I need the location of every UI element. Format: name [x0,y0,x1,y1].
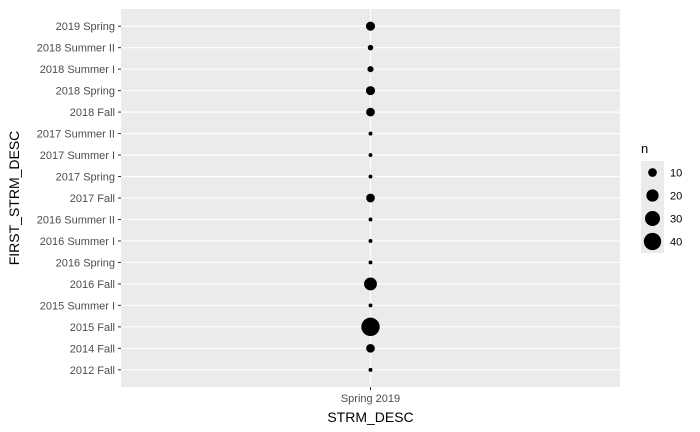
y-tick-label: 2019 Spring [56,21,115,33]
legend-key-circle [648,168,657,177]
data-point [367,66,374,73]
y-tick-label: 2017 Fall [70,193,115,205]
y-tick-label: 2015 Summer I [40,300,115,312]
data-points [361,21,380,372]
y-tick-label: 2017 Summer I [40,150,115,162]
x-tick-label: Spring 2019 [341,393,400,405]
data-point [368,303,373,308]
y-tick-label: 2018 Summer II [37,43,115,55]
legend-label: 10 [670,168,682,180]
legend-label: 30 [670,214,682,226]
y-tick-label: 2015 Fall [70,322,115,334]
legend-label: 40 [670,237,682,249]
x-axis-title: STRM_DESC [327,409,413,425]
y-tick-label: 2017 Summer II [37,129,115,141]
data-point [367,44,374,51]
y-tick-label: 2014 Fall [70,343,115,355]
legend-key-circle [643,232,662,251]
data-point [368,260,373,265]
legend-title: n [641,141,648,156]
y-tick-label: 2017 Spring [56,172,115,184]
y-tick-label: 2016 Summer I [40,236,115,248]
y-tick-label: 2016 Fall [70,279,115,291]
y-tick-label: 2012 Fall [70,365,115,377]
legend-label: 20 [670,191,682,203]
data-point [368,174,373,179]
data-point [366,193,375,203]
y-axis: 2012 Fall 2014 Fall 2015 Fall 2015 Summer I… [37,21,121,377]
y-tick-label: 2016 Spring [56,257,115,269]
size-legend: n 10 20 30 40 [641,141,682,253]
data-point [366,107,375,117]
data-point [368,239,373,243]
y-axis-title: FIRST_STRM_DESC [6,131,22,266]
y-tick-label: 2018 Summer I [40,64,115,76]
y-tick-label: 2018 Fall [70,107,115,119]
data-point [361,317,380,337]
legend-items: 10 20 30 40 [643,168,682,251]
data-point [368,131,373,136]
legend-key-circle [646,189,659,202]
legend-key-background [641,161,664,253]
data-point [368,217,373,222]
data-point [368,367,373,372]
y-tick-label: 2016 Summer II [37,214,115,226]
y-tick-label: 2018 Spring [56,86,115,98]
data-point [365,86,376,96]
legend-key-circle [644,210,661,227]
data-point [365,21,376,31]
data-point [366,344,375,353]
x-axis: Spring 2019 [341,387,400,405]
data-point [368,153,373,157]
data-point [364,277,377,291]
